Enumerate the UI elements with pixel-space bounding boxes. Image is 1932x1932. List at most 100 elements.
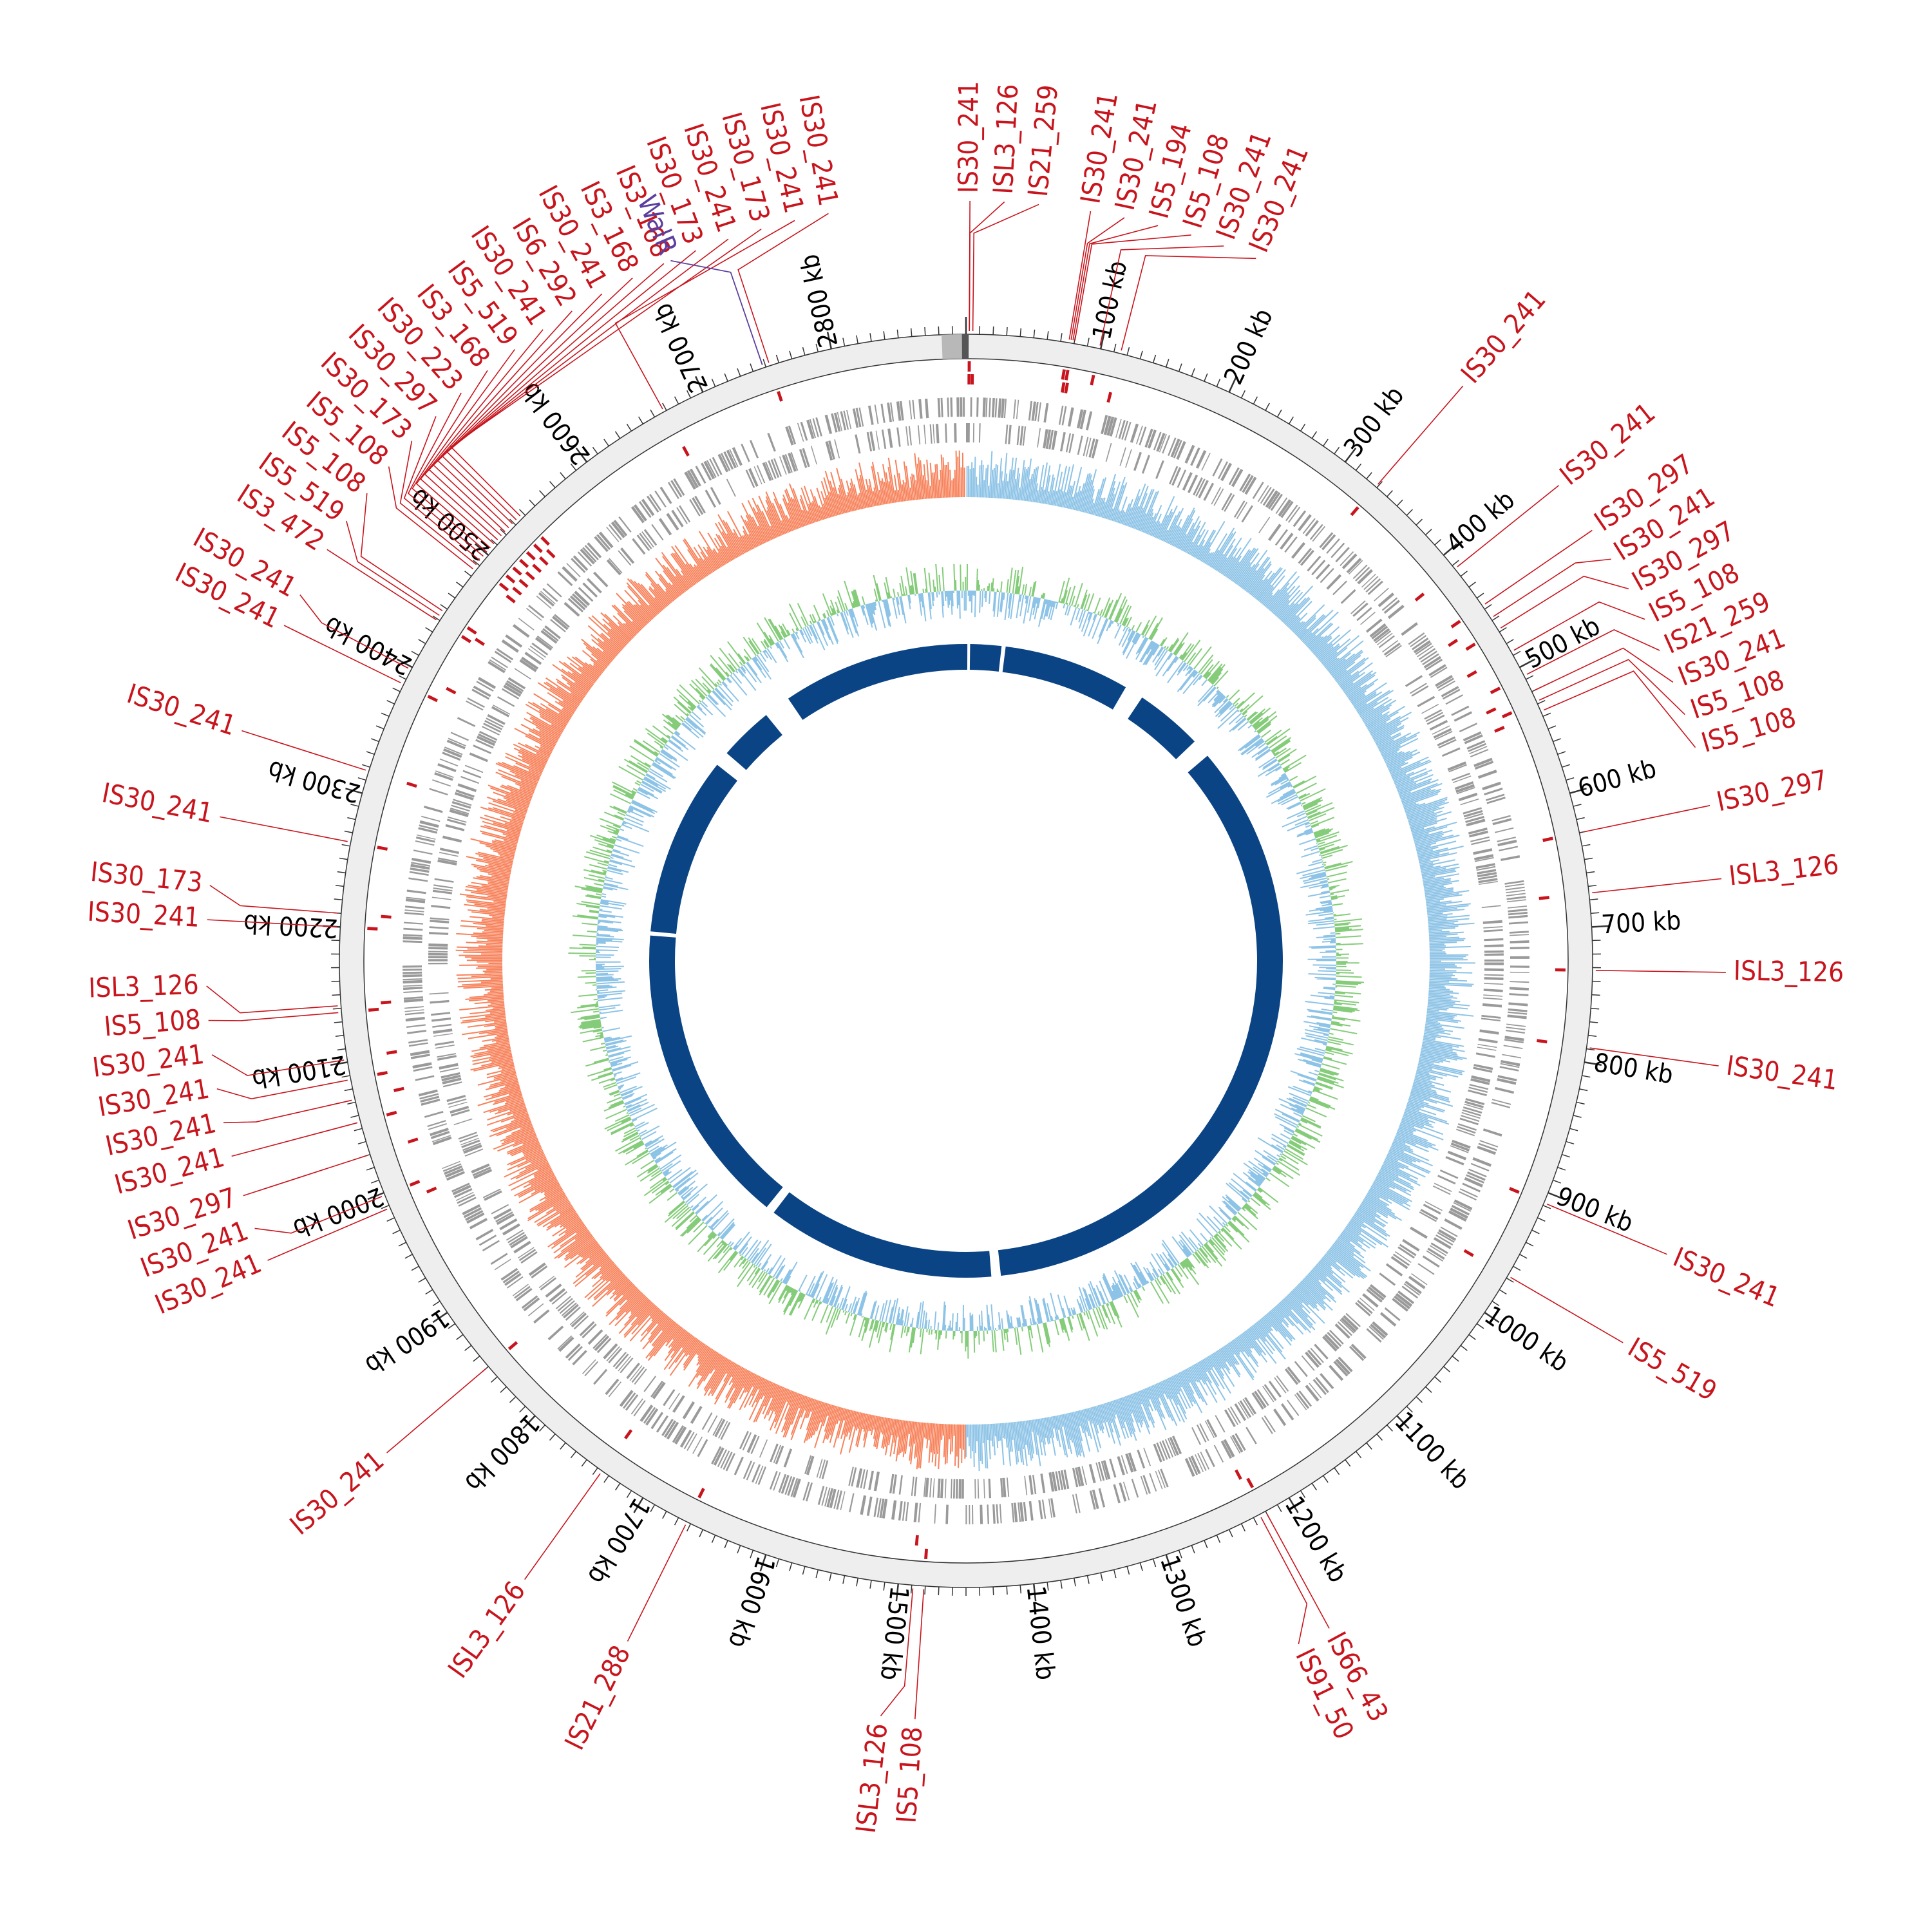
minor-tick bbox=[1506, 1277, 1514, 1283]
minor-tick bbox=[896, 329, 899, 338]
is-feature-mark bbox=[1450, 620, 1461, 629]
minor-tick bbox=[366, 751, 375, 755]
scale-ticks bbox=[323, 317, 1609, 1602]
is-leader-line bbox=[209, 885, 338, 914]
minor-tick bbox=[335, 885, 344, 887]
backbone-ring bbox=[339, 334, 1593, 1588]
minor-tick bbox=[1126, 346, 1130, 355]
minor-tick bbox=[638, 416, 644, 424]
minor-tick bbox=[650, 1504, 656, 1513]
gc-content-negative bbox=[595, 591, 1337, 1331]
minor-tick bbox=[1588, 885, 1597, 887]
is-leader-line bbox=[206, 985, 338, 1014]
is-feature-mark bbox=[1235, 1469, 1242, 1480]
minor-tick bbox=[1582, 844, 1591, 847]
is-leader-line bbox=[1534, 647, 1674, 691]
major-tick bbox=[330, 1061, 348, 1066]
minor-tick bbox=[381, 1204, 390, 1209]
minor-tick bbox=[1376, 1434, 1383, 1441]
is-feature-mark bbox=[1106, 392, 1112, 403]
is-leader-line bbox=[1526, 629, 1660, 675]
minor-tick bbox=[1366, 472, 1372, 480]
minor-tick bbox=[1060, 333, 1063, 342]
minor-tick bbox=[1566, 777, 1575, 781]
minor-tick bbox=[375, 725, 384, 730]
is-label: IS30_241 bbox=[1725, 1050, 1840, 1097]
minor-tick bbox=[381, 712, 390, 717]
major-tick bbox=[633, 1497, 644, 1513]
is-label: IS30_241 bbox=[87, 896, 201, 933]
minor-tick bbox=[883, 1582, 886, 1591]
minor-tick bbox=[910, 1585, 913, 1594]
is-label: IS30_241 bbox=[1669, 1241, 1785, 1313]
minor-tick bbox=[362, 764, 370, 768]
minor-tick bbox=[1586, 1048, 1595, 1051]
is-feature-mark bbox=[377, 846, 388, 851]
is-feature-mark bbox=[406, 781, 417, 788]
is-feature-mark bbox=[386, 1050, 397, 1055]
blast-hit-arc bbox=[649, 935, 783, 1208]
is-feature-mark bbox=[1537, 1039, 1548, 1044]
minor-tick bbox=[650, 409, 656, 417]
minor-tick bbox=[1300, 423, 1306, 431]
minor-tick bbox=[560, 472, 566, 480]
minor-tick bbox=[1468, 582, 1476, 588]
blast-hit-ring bbox=[649, 644, 1283, 1278]
minor-tick bbox=[1519, 1254, 1528, 1259]
is-leader-line bbox=[386, 1368, 487, 1454]
minor-tick bbox=[1139, 350, 1143, 359]
minor-tick bbox=[347, 817, 356, 820]
minor-tick bbox=[1300, 1490, 1306, 1499]
minor-tick bbox=[1126, 1566, 1130, 1575]
is-label: ISL3_126 bbox=[88, 969, 200, 1004]
minor-tick bbox=[662, 1511, 667, 1519]
minor-tick bbox=[1531, 1229, 1540, 1235]
minor-tick bbox=[386, 700, 395, 705]
minor-tick bbox=[440, 604, 448, 610]
minor-tick bbox=[1152, 1558, 1157, 1567]
is-leader-line bbox=[1513, 601, 1645, 651]
minor-tick bbox=[539, 1425, 545, 1432]
minor-tick bbox=[1573, 1115, 1582, 1118]
minor-tick bbox=[1178, 363, 1182, 372]
minor-tick bbox=[1425, 529, 1432, 536]
minor-tick bbox=[815, 1569, 819, 1578]
is-feature-mark bbox=[1463, 1249, 1474, 1257]
minor-tick bbox=[1506, 639, 1514, 645]
minor-tick bbox=[1406, 509, 1413, 516]
minor-tick bbox=[1434, 1376, 1441, 1383]
minor-tick bbox=[1537, 700, 1546, 705]
is-feature-mark bbox=[505, 574, 516, 584]
is-leader-line bbox=[1592, 878, 1722, 894]
minor-tick bbox=[1537, 1217, 1546, 1222]
is-feature-mark bbox=[426, 1186, 437, 1194]
minor-tick bbox=[1019, 1585, 1022, 1594]
is-leader-line bbox=[1457, 485, 1560, 567]
is-leader-line bbox=[441, 250, 696, 524]
minor-tick bbox=[775, 1558, 780, 1567]
minor-tick bbox=[1492, 1300, 1500, 1307]
is-feature-mark bbox=[1465, 642, 1476, 651]
minor-tick bbox=[448, 1323, 456, 1329]
is-leader-line bbox=[208, 1012, 339, 1021]
is-leader-line bbox=[1539, 659, 1685, 715]
is-feature-mark bbox=[540, 536, 550, 546]
major-tick bbox=[759, 1554, 767, 1572]
minor-tick bbox=[1579, 1088, 1588, 1092]
blast-hit-arc bbox=[1002, 646, 1126, 710]
is-leader-line bbox=[969, 201, 1005, 332]
minor-tick bbox=[1443, 1366, 1450, 1372]
minor-tick bbox=[386, 1217, 395, 1222]
is-leader-line bbox=[388, 466, 473, 570]
origin-marker-light bbox=[942, 334, 966, 359]
is-leader-line bbox=[1121, 255, 1256, 351]
is-leader-line bbox=[412, 370, 488, 553]
minor-tick bbox=[1525, 1242, 1534, 1247]
is-leader-line bbox=[242, 730, 366, 771]
minor-tick bbox=[464, 1345, 472, 1351]
minor-tick bbox=[992, 326, 994, 335]
blast-hit-arc bbox=[650, 764, 737, 934]
minor-tick bbox=[473, 560, 480, 566]
is-feature-mark bbox=[1090, 374, 1095, 386]
minor-tick bbox=[1178, 1549, 1182, 1558]
